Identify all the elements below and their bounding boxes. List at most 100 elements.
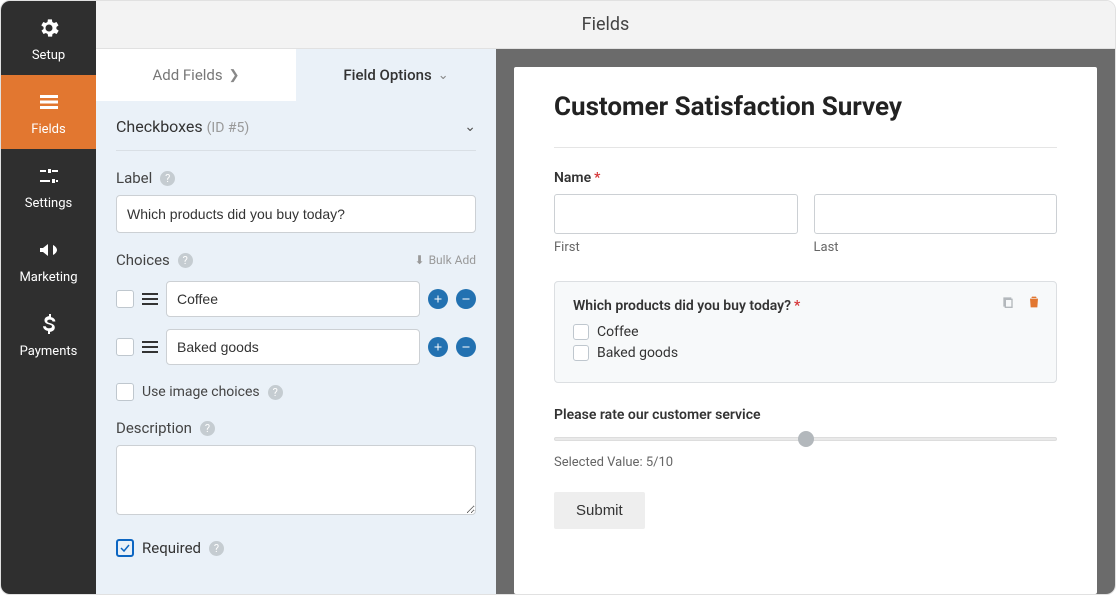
help-icon[interactable]: ? [200,421,215,436]
option-checkbox[interactable] [573,324,589,340]
remove-choice-button[interactable] [456,289,476,309]
label-heading: Label [116,169,152,187]
field-type: Checkboxes [116,117,203,136]
field-type-title: Checkboxes (ID #5) [116,117,249,136]
field-tools [1000,294,1042,314]
dollar-icon [35,310,63,338]
choice-input[interactable] [166,281,420,317]
label-row: Label ? [116,169,476,187]
help-icon[interactable]: ? [178,253,193,268]
add-choice-button[interactable] [428,289,448,309]
image-choices-label: Use image choices [142,384,260,400]
tab-label: Add Fields [152,66,222,84]
chevron-down-icon[interactable]: ⌄ [464,119,476,135]
help-icon[interactable]: ? [160,171,175,186]
sliders-icon [35,162,63,190]
choices-header: Choices ? ⬇ Bulk Add [116,251,476,269]
sublabel: First [554,240,798,255]
divider [116,150,476,151]
bulk-add-link[interactable]: ⬇ Bulk Add [415,253,477,267]
main-area: Fields Add Fields ❯ Field Options ⌄ [96,1,1115,594]
rating-field: Please rate our customer service Selecte… [554,407,1057,470]
help-icon[interactable]: ? [209,541,224,556]
nav-label: Payments [20,344,78,359]
form-preview: Customer Satisfaction Survey Name * Firs… [514,67,1097,594]
image-choices-checkbox[interactable] [116,383,134,401]
choice-default-checkbox[interactable] [116,290,134,308]
choice-row [116,281,476,317]
selected-value: Selected Value: 5/10 [554,455,1057,470]
chevron-right-icon: ❯ [229,68,240,83]
add-choice-button[interactable] [428,337,448,357]
choice-input[interactable] [166,329,420,365]
last-name-input[interactable] [814,194,1058,234]
rating-slider[interactable] [554,431,1057,447]
submit-section: Submit [554,492,1057,529]
description-heading: Description [116,419,192,437]
nav-label: Setup [32,48,65,63]
columns: Add Fields ❯ Field Options ⌄ Checkboxes … [96,49,1115,594]
tab-label: Field Options [343,66,431,84]
field-label: Which products did you buy today? * [573,298,1038,314]
field-id: (ID #5) [207,120,250,136]
description-row: Description ? [116,419,476,437]
name-field: Name * First Last [554,170,1057,255]
option-row: Baked goods [573,345,1038,361]
gear-icon [35,14,63,42]
duplicate-icon[interactable] [1000,294,1016,314]
option-row: Coffee [573,324,1038,340]
nav-label: Fields [31,122,65,137]
field-label: Please rate our customer service [554,407,1057,423]
choices-heading: Choices [116,251,170,269]
list-icon [35,88,63,116]
trash-icon[interactable] [1026,294,1042,314]
form-title: Customer Satisfaction Survey [554,93,1057,123]
remove-choice-button[interactable] [456,337,476,357]
option-label: Coffee [597,324,639,340]
bulk-add-label: Bulk Add [429,253,476,267]
nav-marketing[interactable]: Marketing [1,223,96,297]
choice-default-checkbox[interactable] [116,338,134,356]
help-icon[interactable]: ? [268,385,283,400]
nav-label: Marketing [19,270,77,285]
field-options-panel: Add Fields ❯ Field Options ⌄ Checkboxes … [96,49,496,594]
page-title: Fields [582,14,630,35]
bullhorn-icon [35,236,63,264]
drag-handle-icon[interactable] [142,293,158,305]
divider [554,147,1057,148]
tab-field-options[interactable]: Field Options ⌄ [296,49,496,101]
slider-thumb[interactable] [798,431,814,447]
sublabel: Last [814,240,1058,255]
drag-handle-icon[interactable] [142,341,158,353]
required-checkbox[interactable] [116,539,134,557]
tab-add-fields[interactable]: Add Fields ❯ [96,49,296,101]
sidebar-nav: Setup Fields Settings Marketing Payments [1,1,96,594]
first-name-input[interactable] [554,194,798,234]
submit-button[interactable]: Submit [554,492,645,529]
section-header[interactable]: Checkboxes (ID #5) ⌄ [116,117,476,148]
editor-panel: Checkboxes (ID #5) ⌄ Label ? [96,101,496,577]
label-text: Which products did you buy today? [573,298,791,314]
nav-payments[interactable]: Payments [1,297,96,371]
options-list: Coffee Baked goods [573,324,1038,361]
label-text: Name [554,170,591,186]
nav-label: Settings [25,196,72,211]
nav-setup[interactable]: Setup [1,1,96,75]
label-input[interactable] [116,195,476,233]
app-root: Setup Fields Settings Marketing Payments [0,0,1116,595]
nav-settings[interactable]: Settings [1,149,96,223]
selected-field-box[interactable]: Which products did you buy today? * Coff… [554,281,1057,383]
image-choices-row: Use image choices ? [116,383,476,401]
choice-row [116,329,476,365]
topbar: Fields [96,1,1115,49]
download-icon: ⬇ [415,253,425,267]
field-label: Name * [554,170,1057,186]
option-checkbox[interactable] [573,345,589,361]
panel-tabs: Add Fields ❯ Field Options ⌄ [96,49,496,101]
description-textarea[interactable] [116,445,476,515]
required-row: Required ? [116,539,476,557]
preview-pane: Customer Satisfaction Survey Name * Firs… [496,49,1115,594]
option-label: Baked goods [597,345,678,361]
nav-fields[interactable]: Fields [1,75,96,149]
required-asterisk-icon: * [794,298,800,314]
